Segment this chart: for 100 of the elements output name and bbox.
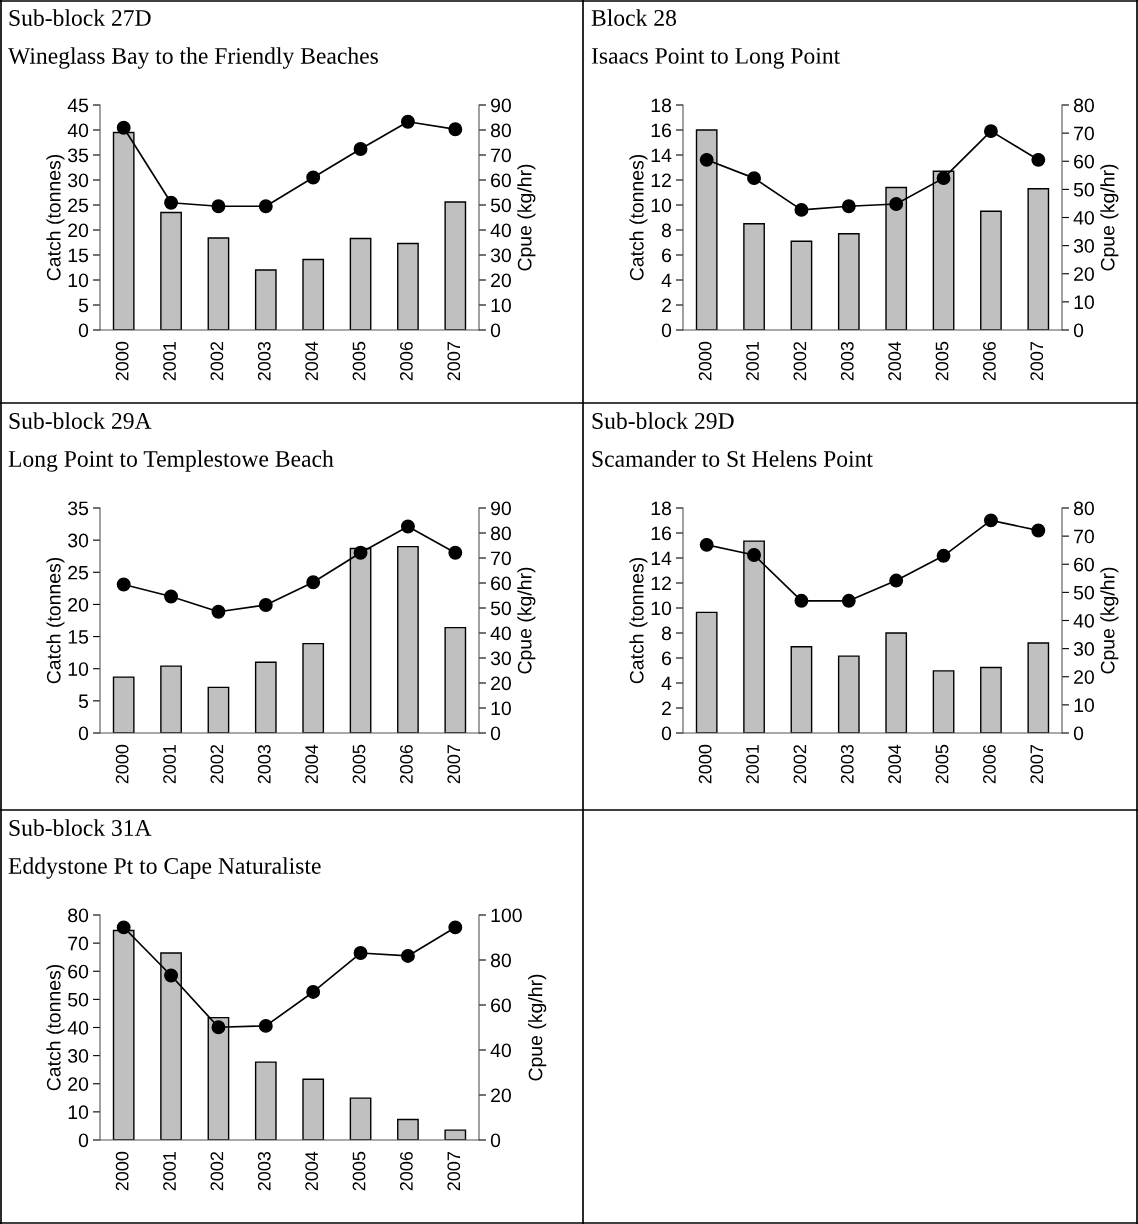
point <box>353 545 368 560</box>
point <box>889 573 904 588</box>
x-tick-label: 2000 <box>698 744 712 784</box>
x-tick-label: 2007 <box>1030 342 1044 381</box>
y2-tick-label: 10 <box>1074 295 1094 310</box>
point <box>400 949 415 963</box>
y-tick-label: 20 <box>68 597 89 612</box>
y-tick-label: 8 <box>661 626 672 641</box>
y-tick-label: 2 <box>662 298 671 313</box>
y-tick-label: 12 <box>651 173 671 188</box>
y-tick-label: 15 <box>68 248 89 263</box>
bar <box>302 642 325 733</box>
x-tick-label: 2002 <box>793 342 807 381</box>
x-tick-label: 2001 <box>163 744 176 784</box>
point <box>747 171 762 186</box>
y2-tick-label: 70 <box>1074 126 1094 141</box>
point <box>164 968 179 983</box>
y-tick-label: 10 <box>68 1105 89 1120</box>
point <box>841 199 856 214</box>
point <box>400 114 415 129</box>
y-tick-label: 80 <box>68 908 89 923</box>
x-tick-label: 2007 <box>447 1152 461 1191</box>
y-tick-label: 5 <box>78 298 89 313</box>
y-tick-label: 16 <box>651 526 672 541</box>
y2-axis-title: Cpue (kg/hr) <box>1100 567 1119 674</box>
y2-tick-label: 60 <box>491 998 511 1013</box>
y-tick-label: 70 <box>68 936 89 951</box>
point <box>983 513 998 528</box>
y-tick-label: 10 <box>68 662 89 676</box>
y-tick-label: 0 <box>78 1133 89 1148</box>
x-tick-label: 2003 <box>257 744 271 784</box>
y2-tick-label: 0 <box>490 1133 501 1148</box>
y2-tick-label: 70 <box>491 551 511 566</box>
y-tick-label: 10 <box>68 273 89 288</box>
y2-tick-label: 80 <box>490 526 511 541</box>
x-tick-label: 2003 <box>257 1151 271 1191</box>
point <box>258 598 273 612</box>
x-tick-label: 2006 <box>983 341 996 381</box>
bar <box>837 655 860 733</box>
y-axis-title: Catch (tonnes) <box>629 154 648 281</box>
bar <box>695 611 718 733</box>
point <box>889 197 904 211</box>
y-tick-label: 60 <box>68 964 89 979</box>
y-tick-label: 6 <box>662 248 672 263</box>
point <box>400 519 415 534</box>
y-axis-title: Catch (tonnes) <box>629 557 648 684</box>
bar <box>444 1129 467 1140</box>
chart-subtitle: Isaacs Point to Long Point <box>591 47 841 69</box>
point <box>936 171 951 186</box>
bar <box>397 242 419 330</box>
point <box>164 589 179 604</box>
bar <box>837 233 860 330</box>
y-tick-label: 15 <box>68 630 89 644</box>
bar <box>980 210 1002 330</box>
x-tick-label: 2002 <box>210 342 224 381</box>
y-tick-label: 30 <box>68 1049 89 1063</box>
chart-title: Sub-block 27D <box>9 9 151 26</box>
y-tick-label: 0 <box>661 323 672 338</box>
y2-tick-label: 20 <box>491 273 511 288</box>
point <box>258 199 273 214</box>
y-tick-label: 10 <box>651 601 672 616</box>
point <box>211 199 226 214</box>
x-tick-label: 2005 <box>352 1151 366 1191</box>
y2-tick-label: 80 <box>490 953 511 968</box>
y2-tick-label: 0 <box>1073 323 1084 338</box>
y2-tick-label: 30 <box>490 651 511 666</box>
bar <box>932 670 955 733</box>
y2-tick-label: 10 <box>491 298 511 313</box>
y-tick-label: 10 <box>651 198 672 213</box>
y-tick-label: 30 <box>68 533 89 548</box>
bar <box>349 1097 372 1140</box>
y2-tick-label: 50 <box>1073 182 1094 197</box>
bar <box>790 240 813 330</box>
x-tick-label: 2004 <box>305 744 319 784</box>
bar <box>1027 642 1050 733</box>
y-tick-label: 18 <box>651 501 672 516</box>
x-tick-label: 2000 <box>698 341 712 381</box>
y2-tick-label: 20 <box>1074 670 1094 684</box>
y-tick-label: 6 <box>662 651 672 666</box>
point <box>164 195 179 210</box>
y2-tick-label: 40 <box>490 223 511 238</box>
point <box>841 593 856 608</box>
point <box>699 537 714 552</box>
y-tick-label: 14 <box>651 551 672 566</box>
x-tick-label: 2004 <box>305 1151 319 1191</box>
y2-tick-label: 80 <box>490 123 511 138</box>
x-tick-label: 2001 <box>746 744 759 784</box>
y2-tick-label: 20 <box>491 676 511 691</box>
point <box>983 124 998 139</box>
chart-subtitle: Long Point to Templestowe Beach <box>8 450 334 472</box>
y-tick-label: 30 <box>68 173 89 188</box>
bar <box>790 646 813 733</box>
point <box>306 170 321 185</box>
y-tick-label: 35 <box>68 148 89 163</box>
y-tick-label: 2 <box>662 701 671 716</box>
point <box>1031 523 1046 538</box>
point <box>116 577 131 592</box>
y-tick-label: 45 <box>67 98 89 113</box>
point <box>936 548 951 563</box>
y-tick-label: 40 <box>67 123 89 138</box>
